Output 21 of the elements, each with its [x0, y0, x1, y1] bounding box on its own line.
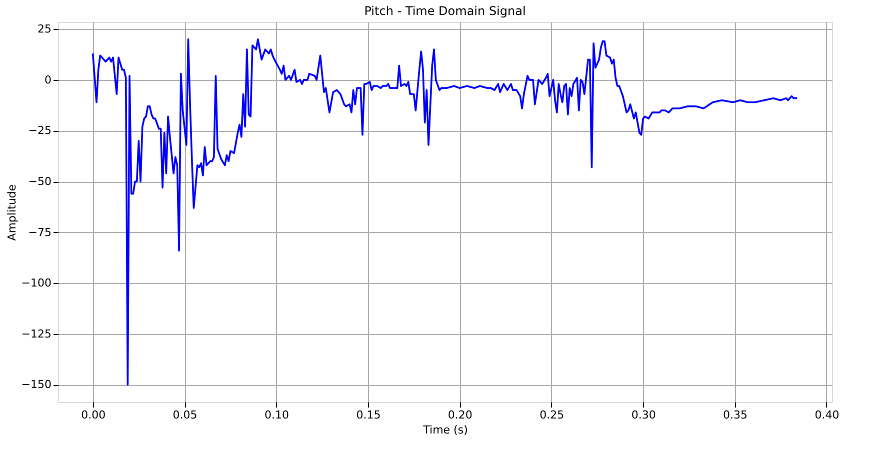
- x-tick-label: 0.30: [631, 408, 656, 422]
- y-tick-label: 0: [44, 73, 52, 86]
- x-tick-label: 0.15: [356, 408, 381, 422]
- y-tick-label: −125: [21, 327, 52, 340]
- y-tick-label: −50: [28, 175, 52, 188]
- x-tick-label: 0.05: [172, 408, 198, 422]
- y-axis-title: Amplitude: [5, 184, 18, 241]
- x-tick-label: 0.00: [81, 408, 106, 422]
- y-tick-label: 25: [38, 22, 52, 36]
- y-tick-label: −75: [28, 226, 52, 239]
- x-tick-label: 0.20: [448, 408, 472, 422]
- line-series: [92, 38, 798, 386]
- y-tick-label: −100: [21, 276, 52, 290]
- x-tick-label: 0.25: [540, 408, 564, 422]
- y-tick-label: −150: [21, 378, 52, 392]
- x-axis-title: Time (s): [422, 424, 468, 436]
- x-tick-label: 0.35: [723, 408, 748, 422]
- x-tick-label: 0.10: [264, 408, 290, 422]
- x-tick-label: 0.40: [814, 408, 840, 422]
- y-tick-label: −25: [28, 124, 52, 138]
- chart-title: Pitch - Time Domain Signal: [364, 4, 526, 18]
